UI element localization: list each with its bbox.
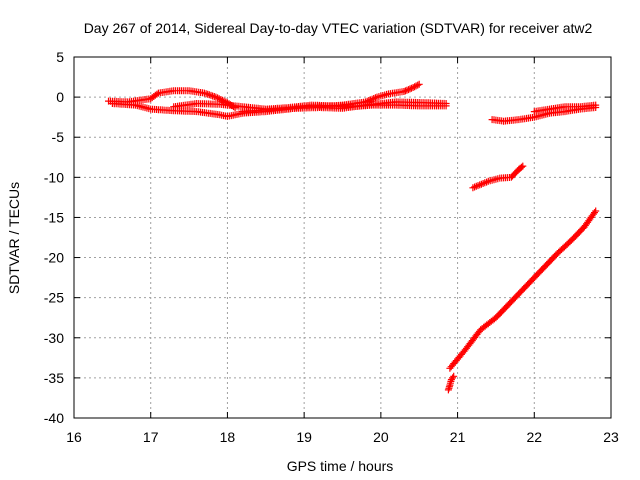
x-axis-label: GPS time / hours [287,458,394,474]
series-8 [469,162,527,192]
series [105,80,600,394]
y-tick-label: -10 [44,169,64,185]
y-axis-label: SDTVAR / TECUs [6,182,22,294]
y-tick-label: -15 [44,209,64,225]
x-tick-label: 18 [220,429,236,445]
plot-frame [73,56,612,419]
x-tick-label: 20 [373,429,389,445]
x-tick-label: 19 [296,429,312,445]
y-tick-labels: 5 0 -5 -10 -15 -20 -25 -30 -35 -40 [44,49,64,426]
y-tick-label: 5 [56,49,64,65]
x-tick-label: 16 [66,429,82,445]
y-tick-label: -25 [44,290,64,306]
chart-title: Day 267 of 2014, Sidereal Day-to-day VTE… [84,20,593,36]
series-5 [316,80,423,111]
x-tick-label: 22 [526,429,542,445]
series-9 [446,207,600,372]
series-markers [530,101,600,116]
y-tick-label: -20 [44,250,64,266]
series-markers [469,162,527,192]
x-tick-label: 23 [603,429,619,445]
series-10 [444,372,458,394]
x-tick-label: 17 [143,429,159,445]
y-tick-label: -35 [44,370,64,386]
series-7 [530,101,600,116]
x-tick-label: 21 [450,429,466,445]
series-markers [446,207,600,372]
y-tick-label: -5 [52,129,65,145]
y-tick-label: 0 [56,89,64,105]
series-markers [316,80,423,111]
y-tick-label: -40 [44,410,64,426]
series-markers [444,372,458,394]
y-tick-label: -30 [44,330,64,346]
x-tick-labels: 16 17 18 19 20 21 22 23 [66,429,619,445]
